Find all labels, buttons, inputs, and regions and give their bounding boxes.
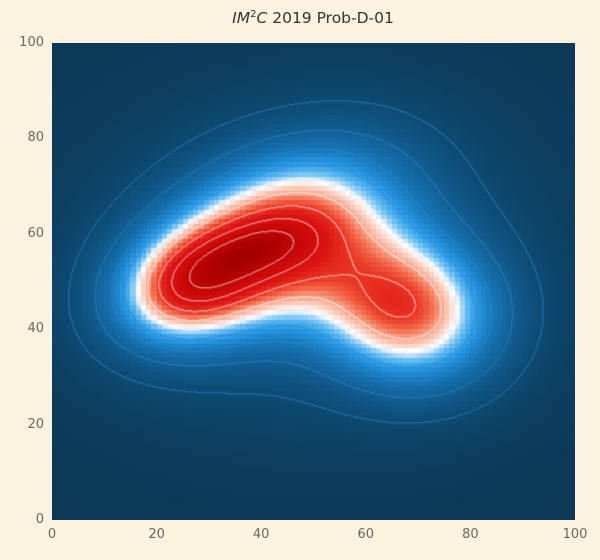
y-tick-label: 60 — [27, 225, 44, 241]
x-tick-label: 80 — [462, 527, 479, 542]
x-tick-label: 20 — [148, 527, 165, 542]
y-tick-label: 40 — [27, 321, 44, 337]
x-tick-label: 60 — [357, 527, 375, 542]
plot-area — [52, 43, 575, 520]
y-tick-label: 80 — [27, 130, 44, 146]
title-math-pre: IM — [232, 9, 251, 28]
x-tick-label: 100 — [562, 527, 588, 542]
contour-overlay-canvas — [52, 43, 575, 520]
title-text: 2019 Prob-D-01 — [267, 9, 394, 28]
y-tick-label: 20 — [27, 416, 44, 432]
title-superscript: 2 — [250, 9, 257, 20]
x-tick-label: 0 — [47, 527, 57, 542]
y-tick-label: 100 — [19, 35, 44, 50]
title-math-post: C — [256, 9, 268, 28]
y-tick-label: 0 — [35, 512, 44, 527]
page-title: IM2C 2019 Prob-D-01 — [232, 9, 394, 27]
x-tick-label: 40 — [252, 527, 270, 542]
